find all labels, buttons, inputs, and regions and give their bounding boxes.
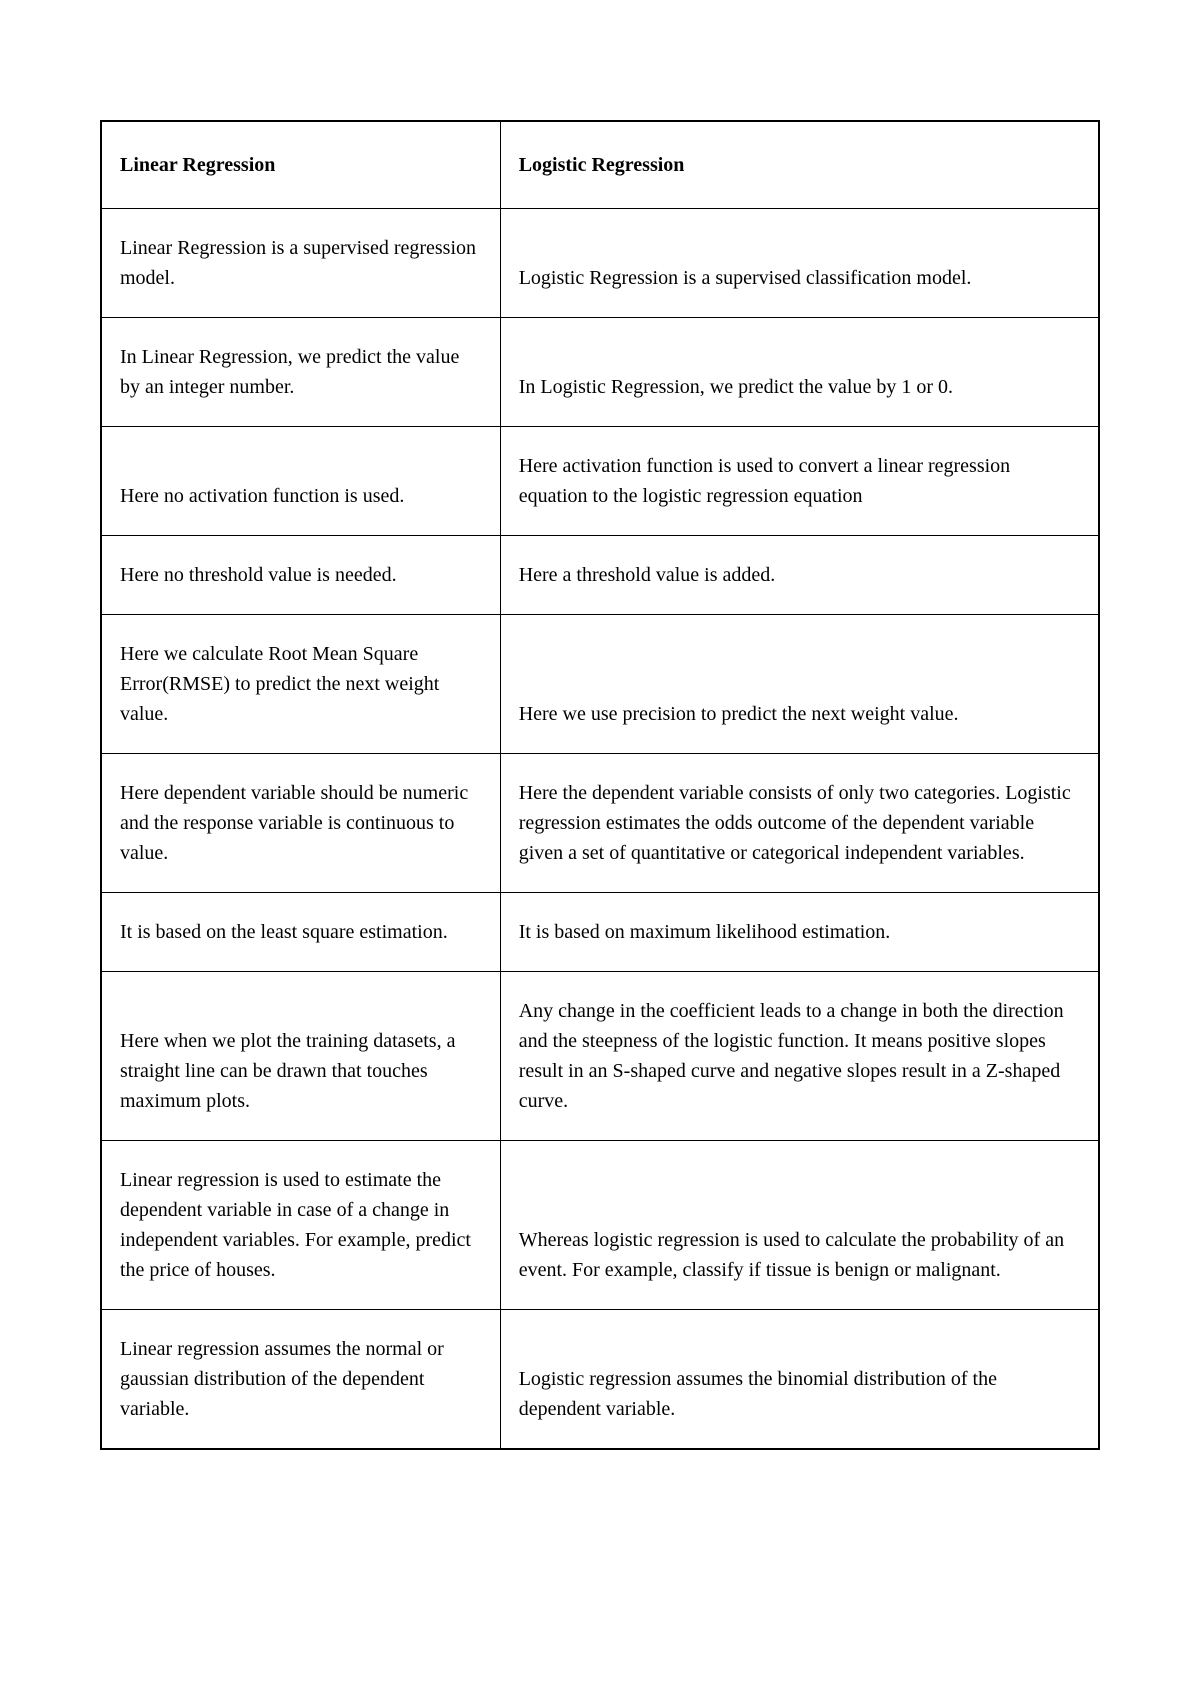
table-header-row: Linear Regression Logistic Regression <box>101 121 1099 209</box>
cell-left: It is based on the least square estimati… <box>101 893 500 972</box>
table-row: Linear Regression is a supervised regres… <box>101 209 1099 318</box>
cell-right: It is based on maximum likelihood estima… <box>500 893 1099 972</box>
cell-right: Logistic regression assumes the binomial… <box>500 1310 1099 1450</box>
cell-left: Linear Regression is a supervised regres… <box>101 209 500 318</box>
table-row: Linear regression is used to estimate th… <box>101 1141 1099 1310</box>
header-logistic-regression: Logistic Regression <box>500 121 1099 209</box>
table-row: Here no threshold value is needed. Here … <box>101 536 1099 615</box>
cell-right: Logistic Regression is a supervised clas… <box>500 209 1099 318</box>
cell-left: Linear regression is used to estimate th… <box>101 1141 500 1310</box>
table-row: Here no activation function is used. Her… <box>101 427 1099 536</box>
cell-left: In Linear Regression, we predict the val… <box>101 318 500 427</box>
cell-right: Here a threshold value is added. <box>500 536 1099 615</box>
header-linear-regression: Linear Regression <box>101 121 500 209</box>
table-row: In Linear Regression, we predict the val… <box>101 318 1099 427</box>
cell-left: Here no threshold value is needed. <box>101 536 500 615</box>
table-row: It is based on the least square estimati… <box>101 893 1099 972</box>
cell-right: In Logistic Regression, we predict the v… <box>500 318 1099 427</box>
cell-left: Here dependent variable should be numeri… <box>101 754 500 893</box>
cell-right: Whereas logistic regression is used to c… <box>500 1141 1099 1310</box>
cell-right: Any change in the coefficient leads to a… <box>500 972 1099 1141</box>
table-row: Linear regression assumes the normal or … <box>101 1310 1099 1450</box>
cell-left: Here when we plot the training datasets,… <box>101 972 500 1141</box>
table-row: Here when we plot the training datasets,… <box>101 972 1099 1141</box>
cell-right: Here the dependent variable consists of … <box>500 754 1099 893</box>
cell-left: Here no activation function is used. <box>101 427 500 536</box>
table-row: Here we calculate Root Mean Square Error… <box>101 615 1099 754</box>
table-row: Here dependent variable should be numeri… <box>101 754 1099 893</box>
cell-right: Here activation function is used to conv… <box>500 427 1099 536</box>
cell-left: Here we calculate Root Mean Square Error… <box>101 615 500 754</box>
cell-left: Linear regression assumes the normal or … <box>101 1310 500 1450</box>
cell-right: Here we use precision to predict the nex… <box>500 615 1099 754</box>
comparison-table: Linear Regression Logistic Regression Li… <box>100 120 1100 1450</box>
